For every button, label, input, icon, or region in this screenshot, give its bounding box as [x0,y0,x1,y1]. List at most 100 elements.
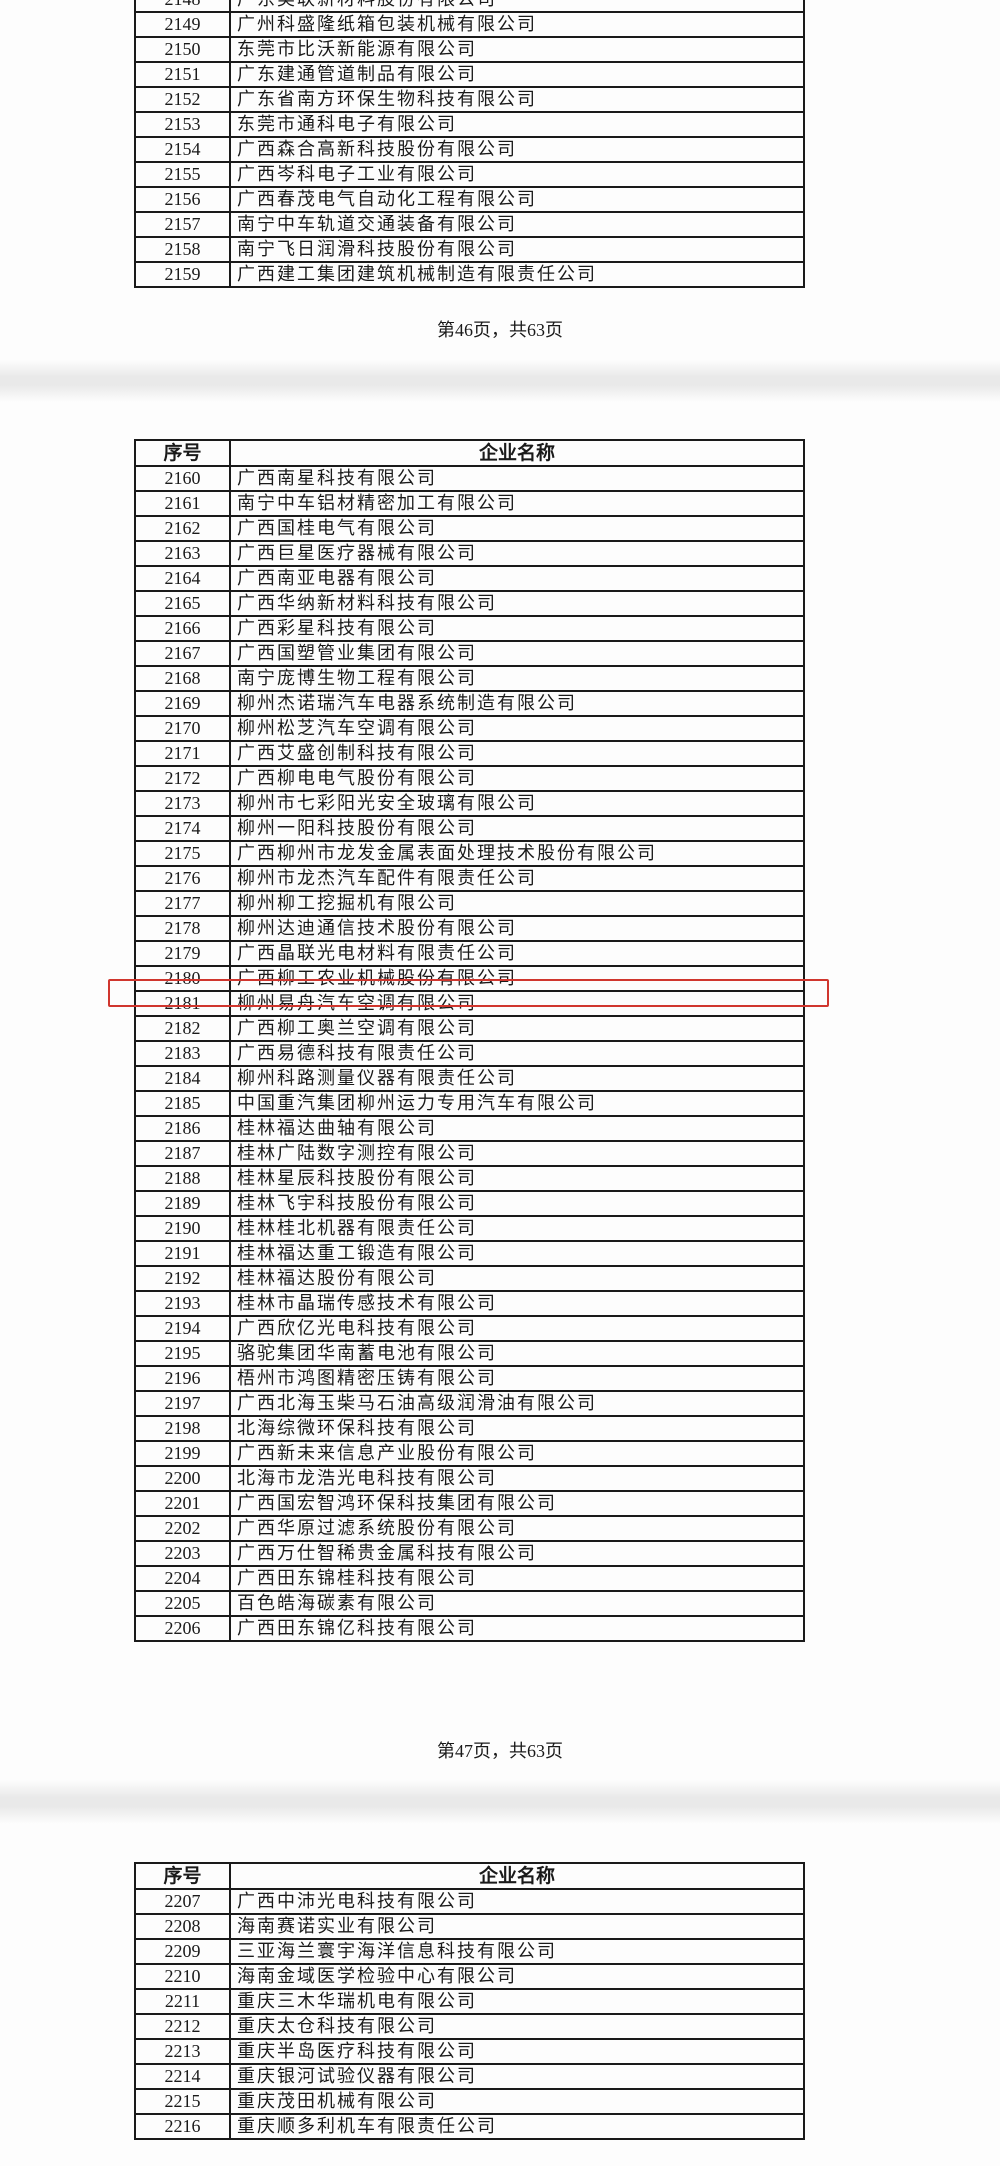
company-name: 广西森合高新科技股份有限公司 [229,136,805,163]
table-row: 2176 柳州市龙杰汽车配件有限责任公司 [134,865,805,892]
row-number: 2210 [134,1963,231,1990]
table-header-row: 序号 企业名称 [134,439,805,467]
row-number: 2206 [134,1615,231,1642]
table-row: 2198 北海综微环保科技有限公司 [134,1415,805,1442]
company-name: 柳州杰诺瑞汽车电器系统制造有限公司 [229,690,805,717]
company-name: 桂林福达曲轴有限公司 [229,1115,805,1142]
company-name: 梧州市鸿图精密压铸有限公司 [229,1365,805,1392]
table-row: 2193 桂林市晶瑞传感技术有限公司 [134,1290,805,1317]
row-number: 2197 [134,1390,231,1417]
company-name: 桂林广陆数字测控有限公司 [229,1140,805,1167]
row-number: 2156 [134,186,231,213]
company-name: 柳州松芝汽车空调有限公司 [229,715,805,742]
table-row: 2168 南宁庞博生物工程有限公司 [134,665,805,692]
row-number: 2201 [134,1490,231,1517]
table-row: 2194 广西欣亿光电科技有限公司 [134,1315,805,1342]
row-number: 2183 [134,1040,231,1067]
table-row: 2205 百色皓海碳素有限公司 [134,1590,805,1617]
table-row: 2183 广西易德科技有限责任公司 [134,1040,805,1067]
header-no: 序号 [134,1862,231,1890]
row-number: 2175 [134,840,231,867]
table-row: 2182 广西柳工奥兰空调有限公司 [134,1015,805,1042]
table-row: 2186 桂林福达曲轴有限公司 [134,1115,805,1142]
table-row: 2157 南宁中车轨道交通装备有限公司 [134,211,805,238]
row-number: 2163 [134,540,231,567]
table-row: 2191 桂林福达重工锻造有限公司 [134,1240,805,1267]
table-row: 2170 柳州松芝汽车空调有限公司 [134,715,805,742]
company-name: 柳州一阳科技股份有限公司 [229,815,805,842]
company-name: 广西中沛光电科技有限公司 [229,1888,805,1915]
row-number: 2167 [134,640,231,667]
table-row: 2177 柳州柳工挖掘机有限公司 [134,890,805,917]
page-footer: 第47页，共63页 [437,1741,563,1761]
company-name: 广西晶联光电材料有限责任公司 [229,940,805,967]
row-number: 2186 [134,1115,231,1142]
row-number: 2192 [134,1265,231,1292]
company-name: 广西新未来信息产业股份有限公司 [229,1440,805,1467]
table-row: 2172 广西柳电电气股份有限公司 [134,765,805,792]
company-table: 序号 企业名称 2160 广西南星科技有限公司 2161 南宁中车铝材精密加工有限公司 21… [134,439,805,1642]
row-number: 2174 [134,815,231,842]
row-number: 2196 [134,1365,231,1392]
row-number: 2154 [134,136,231,163]
table-row: 2214 重庆银河试验仪器有限公司 [134,2063,805,2090]
company-name: 南宁飞日润滑科技股份有限公司 [229,236,805,263]
table-row: 2196 梧州市鸿图精密压铸有限公司 [134,1365,805,1392]
company-name: 桂林福达股份有限公司 [229,1265,805,1292]
table-row: 2204 广西田东锦桂科技有限公司 [134,1565,805,1592]
table-row: 2148广东美联新材料股份有限公司 [134,0,805,13]
row-number: 2214 [134,2063,231,2090]
company-name: 海南金域医学检验中心有限公司 [229,1963,805,1990]
company-name: 桂林飞宇科技股份有限公司 [229,1190,805,1217]
table-row: 2165 广西华纳新材料科技有限公司 [134,590,805,617]
row-number: 2148 [134,0,231,13]
row-number: 2185 [134,1090,231,1117]
table-row: 2171 广西艾盛创制科技有限公司 [134,740,805,767]
highlight-box [108,979,829,1007]
table-row: 2181 柳州易舟汽车空调有限公司 [134,990,805,1017]
row-number: 2180 [134,965,231,992]
table-row: 2216 重庆顺多利机车有限责任公司 [134,2113,805,2140]
company-name: 东莞市通科电子有限公司 [229,111,805,138]
company-name: 三亚海兰寰宇海洋信息科技有限公司 [229,1938,805,1965]
table-row: 2208 海南赛诺实业有限公司 [134,1913,805,1940]
row-number: 2211 [134,1988,231,2015]
table-row: 2190 桂林桂北机器有限责任公司 [134,1215,805,1242]
table-row: 2199 广西新未来信息产业股份有限公司 [134,1440,805,1467]
table-row: 2178 柳州达迪通信技术股份有限公司 [134,915,805,942]
table-row: 2162 广西国桂电气有限公司 [134,515,805,542]
company-name: 广州科盛隆纸箱包装机械有限公司 [229,11,805,38]
company-name: 广西柳电电气股份有限公司 [229,765,805,792]
company-name: 广西田东锦桂科技有限公司 [229,1565,805,1592]
table-row: 2173 柳州市七彩阳光安全玻璃有限公司 [134,790,805,817]
row-number: 2157 [134,211,231,238]
table-row: 2164 广西南亚电器有限公司 [134,565,805,592]
company-name: 柳州市七彩阳光安全玻璃有限公司 [229,790,805,817]
row-number: 2179 [134,940,231,967]
table-row: 2166 广西彩星科技有限公司 [134,615,805,642]
row-number: 2191 [134,1240,231,1267]
company-name: 广西柳工农业机械股份有限公司 [229,965,805,992]
row-number: 2184 [134,1065,231,1092]
row-number: 2188 [134,1165,231,1192]
row-number: 2166 [134,615,231,642]
table-row: 2203 广西万仕智稀贵金属科技有限公司 [134,1540,805,1567]
company-table: 2148广东美联新材料股份有限公司2149广州科盛隆纸箱包装机械有限公司2150… [134,0,805,288]
row-number: 2189 [134,1190,231,1217]
company-name: 重庆茂田机械有限公司 [229,2088,805,2115]
company-name: 广西欣亿光电科技有限公司 [229,1315,805,1342]
company-name: 重庆三木华瑞机电有限公司 [229,1988,805,2015]
company-name: 北海市龙浩光电科技有限公司 [229,1465,805,1492]
company-name: 南宁中车轨道交通装备有限公司 [229,211,805,238]
row-number: 2190 [134,1215,231,1242]
table-row: 2156 广西春茂电气自动化工程有限公司 [134,186,805,213]
company-name: 柳州柳工挖掘机有限公司 [229,890,805,917]
company-name: 桂林市晶瑞传感技术有限公司 [229,1290,805,1317]
company-name: 广西彩星科技有限公司 [229,615,805,642]
company-name: 广东建通管道制品有限公司 [229,61,805,88]
row-number: 2152 [134,86,231,113]
company-name: 广西华原过滤系统股份有限公司 [229,1515,805,1542]
row-number: 2182 [134,1015,231,1042]
row-number: 2161 [134,490,231,517]
table-row: 2153 东莞市通科电子有限公司 [134,111,805,138]
